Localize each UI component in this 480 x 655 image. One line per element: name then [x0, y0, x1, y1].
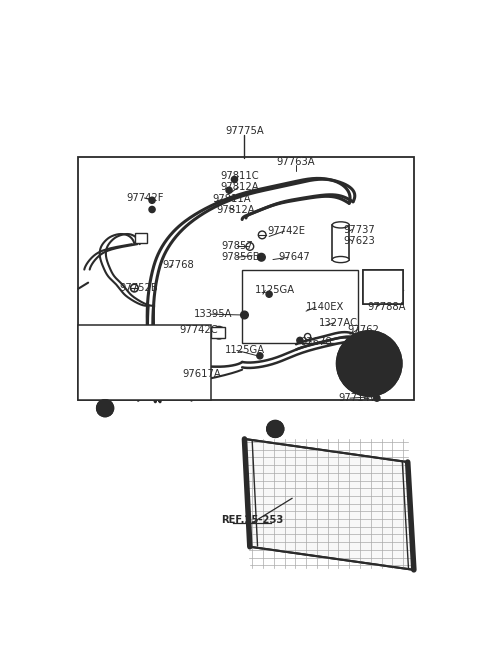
Circle shape	[149, 197, 155, 203]
Polygon shape	[244, 439, 414, 570]
Text: 97678: 97678	[300, 337, 332, 347]
Circle shape	[96, 400, 114, 417]
Text: 97742C: 97742C	[179, 326, 217, 335]
Text: 97623: 97623	[344, 236, 375, 246]
Text: 13395A: 13395A	[193, 309, 232, 319]
Text: 97775A: 97775A	[225, 126, 264, 136]
Text: 97701: 97701	[355, 347, 387, 357]
Bar	[211, 328, 225, 338]
Circle shape	[297, 337, 303, 343]
Text: 97762: 97762	[348, 325, 380, 335]
Text: 97856B: 97856B	[221, 252, 260, 262]
Text: REF.25-253: REF.25-253	[221, 515, 283, 525]
Circle shape	[374, 395, 380, 402]
Text: 97752B: 97752B	[119, 283, 158, 293]
Circle shape	[226, 187, 232, 193]
Bar	[135, 233, 147, 244]
Bar	[332, 225, 349, 259]
Text: A: A	[272, 424, 279, 434]
Ellipse shape	[332, 222, 349, 228]
Circle shape	[187, 380, 193, 386]
Circle shape	[336, 228, 345, 237]
Bar	[242, 270, 358, 343]
Text: 1327AC: 1327AC	[319, 318, 358, 328]
Circle shape	[258, 253, 265, 261]
Bar	[78, 157, 414, 400]
Bar	[363, 270, 403, 304]
Text: 97812A: 97812A	[221, 182, 259, 192]
Circle shape	[363, 358, 375, 369]
Circle shape	[240, 311, 248, 319]
Text: 97742F: 97742F	[127, 193, 164, 203]
Text: 1125GA: 1125GA	[225, 345, 265, 356]
Text: 97737: 97737	[344, 225, 375, 234]
Circle shape	[231, 176, 238, 183]
Text: 1140EX: 1140EX	[306, 303, 345, 312]
Text: 97617A: 97617A	[182, 369, 221, 379]
Ellipse shape	[332, 257, 349, 263]
Circle shape	[337, 331, 402, 396]
Bar	[363, 270, 403, 304]
Bar	[78, 325, 211, 400]
Text: 97647: 97647	[278, 252, 310, 262]
Text: 97788A: 97788A	[368, 301, 406, 312]
Text: 97742E: 97742E	[267, 226, 306, 236]
Text: 97714W: 97714W	[338, 393, 380, 403]
Text: 97857: 97857	[221, 242, 253, 252]
Circle shape	[267, 421, 284, 438]
Circle shape	[266, 291, 272, 297]
Text: 97812A: 97812A	[217, 205, 255, 215]
Circle shape	[355, 350, 383, 377]
Text: 97768: 97768	[162, 260, 194, 270]
Text: 97763A: 97763A	[277, 157, 315, 167]
Text: 97811C: 97811C	[221, 172, 259, 181]
Circle shape	[257, 353, 263, 359]
Text: A: A	[102, 403, 108, 413]
Text: 1125GA: 1125GA	[255, 286, 295, 295]
Text: 97811A: 97811A	[212, 195, 251, 204]
Circle shape	[149, 206, 155, 213]
